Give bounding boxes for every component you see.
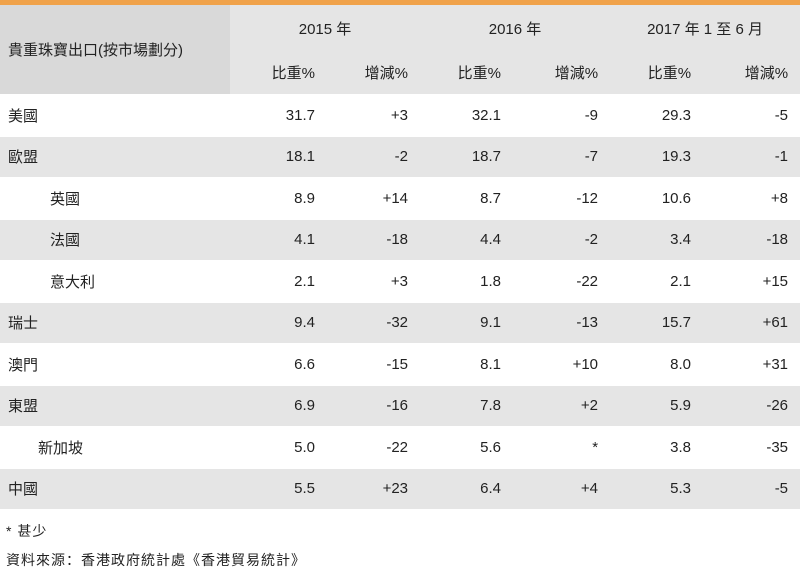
cell-share: 31.7 [230,94,327,136]
cell-change: +3 [327,260,421,302]
year-header-2015: 2015 年 [230,5,421,51]
table-row: 美國 31.7 +3 32.1 -9 29.3 -5 [0,94,800,136]
source-note: 資料來源：香港政府統計處《香港貿易統計》 [6,552,306,568]
cell-share: 5.0 [230,426,327,468]
row-label: 東盟 [0,384,230,427]
cell-share: 8.1 [420,343,514,385]
accent-bar [0,0,800,5]
cell-change: -35 [703,426,800,468]
subcol-change: 增減% [703,51,800,95]
table-row: 法國 4.1 -18 4.4 -2 3.4 -18 [0,218,800,261]
cell-change: -7 [513,135,611,178]
cell-change: -32 [327,301,421,344]
table-row: 瑞士 9.4 -32 9.1 -13 15.7 +61 [0,301,800,344]
cell-change: -18 [327,218,421,261]
cell-share: 7.8 [420,384,514,427]
subcol-share: 比重% [610,51,704,95]
row-label: 新加坡 [0,426,230,468]
cell-change: +2 [513,384,611,427]
cell-change: +4 [513,467,611,509]
cell-share: 19.3 [610,135,704,178]
cell-change: -5 [703,467,800,509]
cell-share: 5.3 [610,467,704,509]
cell-change: +10 [513,343,611,385]
cell-change: +61 [703,301,800,344]
cell-share: 8.7 [420,177,514,219]
row-label: 法國 [0,218,230,261]
cell-change: +23 [327,467,421,509]
cell-share: 9.1 [420,301,514,344]
cell-change: +31 [703,343,800,385]
cell-share: 5.6 [420,426,514,468]
cell-share: 6.4 [420,467,514,509]
footnote: * 甚少 [6,523,48,539]
cell-share: 1.8 [420,260,514,302]
cell-change: -5 [703,94,800,136]
cell-change: -16 [327,384,421,427]
row-label: 澳門 [0,343,230,385]
row-label: 歐盟 [0,135,230,178]
table-row: 澳門 6.6 -15 8.1 +10 8.0 +31 [0,343,800,385]
row-label: 中國 [0,467,230,509]
cell-change: -15 [327,343,421,385]
cell-change: -12 [513,177,611,219]
export-table: 貴重珠寶出口(按市場劃分) 2015 年 2016 年 2017 年 1 至 6… [0,5,800,509]
cell-change: -2 [327,135,421,178]
cell-change: +8 [703,177,800,219]
subcol-share: 比重% [420,51,514,95]
cell-change: +3 [327,94,421,136]
cell-share: 32.1 [420,94,514,136]
table-row: 歐盟 18.1 -2 18.7 -7 19.3 -1 [0,135,800,178]
cell-share: 8.9 [230,177,327,219]
year-header-2016: 2016 年 [420,5,611,51]
cell-share: 15.7 [610,301,704,344]
cell-share: 18.7 [420,135,514,178]
header-row-subcols: 比重% 增減% 比重% 增減% 比重% 增減% [0,51,800,95]
cell-share: 4.1 [230,218,327,261]
table-row: 東盟 6.9 -16 7.8 +2 5.9 -26 [0,384,800,427]
cell-share: 10.6 [610,177,704,219]
cell-change: -18 [703,218,800,261]
cell-change: -1 [703,135,800,178]
cell-change: -9 [513,94,611,136]
cell-share: 2.1 [230,260,327,302]
cell-share: 6.9 [230,384,327,427]
cell-change: -22 [327,426,421,468]
subcol-share: 比重% [230,51,327,95]
table-row: 新加坡 5.0 -22 5.6 * 3.8 -35 [0,426,800,468]
cell-change: -2 [513,218,611,261]
header-row-years: 貴重珠寶出口(按市場劃分) 2015 年 2016 年 2017 年 1 至 6… [0,5,800,95]
cell-share: 5.9 [610,384,704,427]
cell-share: 5.5 [230,467,327,509]
row-label: 英國 [0,177,230,219]
cell-change: -22 [513,260,611,302]
cell-change: +15 [703,260,800,302]
cell-share: 9.4 [230,301,327,344]
subcol-change: 增減% [327,51,421,95]
cell-share: 3.8 [610,426,704,468]
cell-share: 6.6 [230,343,327,385]
table-title: 貴重珠寶出口(按市場劃分) [0,5,230,95]
cell-change: -26 [703,384,800,427]
row-label: 意大利 [0,260,230,302]
cell-share: 18.1 [230,135,327,178]
cell-share: 29.3 [610,94,704,136]
cell-share: 3.4 [610,218,704,261]
cell-share: 2.1 [610,260,704,302]
cell-change: * [513,426,611,468]
cell-share: 8.0 [610,343,704,385]
table-row: 中國 5.5 +23 6.4 +4 5.3 -5 [0,467,800,509]
cell-share: 4.4 [420,218,514,261]
table-row: 英國 8.9 +14 8.7 -12 10.6 +8 [0,177,800,219]
cell-change: -13 [513,301,611,344]
year-header-2017: 2017 年 1 至 6 月 [610,5,800,51]
row-label: 瑞士 [0,301,230,344]
cell-change: +14 [327,177,421,219]
row-label: 美國 [0,94,230,136]
table-row: 意大利 2.1 +3 1.8 -22 2.1 +15 [0,260,800,302]
subcol-change: 增減% [513,51,611,95]
